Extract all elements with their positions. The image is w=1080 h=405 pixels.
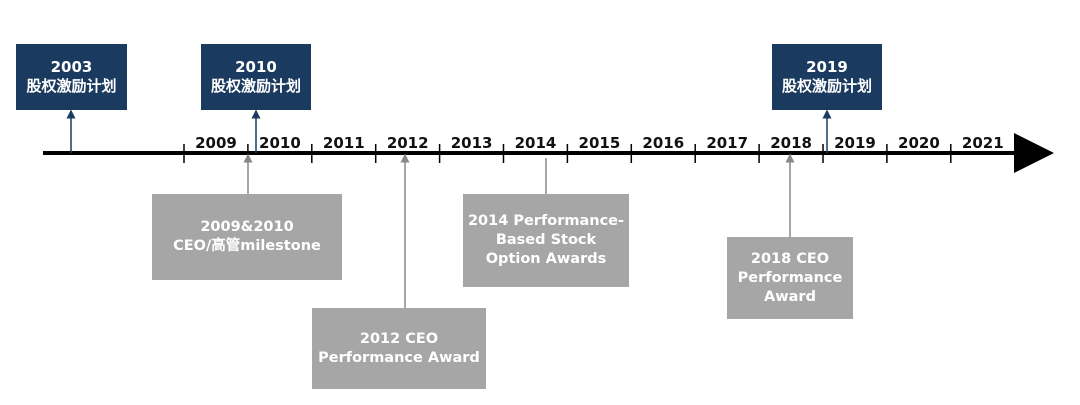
plan-box-2019: 2019 股权激励计划	[772, 44, 882, 110]
award-box-2018: 2018 CEO Performance Award	[727, 237, 853, 319]
year-label: 2016	[642, 134, 685, 152]
award-line: Award	[764, 288, 816, 305]
award-line: 2012 CEO	[359, 330, 439, 347]
year-label: 2021	[961, 134, 1004, 152]
plan-box-2010: 2010 股权激励计划	[201, 44, 311, 110]
year-label: 2011	[322, 134, 365, 152]
plan-year: 2003	[50, 58, 93, 76]
award-line: Option Awards	[485, 251, 607, 267]
plan-label: 股权激励计划	[26, 77, 117, 95]
year-label: 2018	[770, 134, 812, 152]
award-line: 2018 CEO	[750, 250, 830, 267]
year-label: 2010	[259, 134, 301, 152]
year-label: 2013	[450, 134, 493, 152]
year-label: 2009	[195, 134, 237, 152]
year-label: 2012	[386, 134, 429, 152]
award-line: 2009&2010	[200, 219, 294, 235]
year-label: 2014	[514, 134, 557, 152]
year-label: 2017	[706, 134, 749, 152]
year-label: 2020	[898, 134, 940, 152]
award-line: CEO/高管milestone	[173, 238, 321, 254]
plan-year: 2019	[806, 58, 848, 76]
plan-year: 2010	[235, 58, 277, 76]
plan-box-2003: 2003 股权激励计划	[16, 44, 127, 110]
award-box-2012: 2012 CEO Performance Award	[312, 308, 486, 389]
plan-label: 股权激励计划	[781, 77, 872, 95]
award-line: Based Stock	[495, 232, 597, 248]
award-line: Performance	[737, 269, 843, 286]
award-box-2014: 2014 Performance- Based Stock Option Awa…	[463, 194, 629, 287]
year-label: 2019	[834, 134, 876, 152]
plan-label: 股权激励计划	[210, 77, 301, 95]
award-line: Performance Award	[318, 349, 480, 366]
award-box-2009-2010: 2009&2010 CEO/高管milestone	[152, 194, 342, 280]
year-label: 2015	[578, 134, 621, 152]
award-line: 2014 Performance-	[467, 213, 625, 229]
